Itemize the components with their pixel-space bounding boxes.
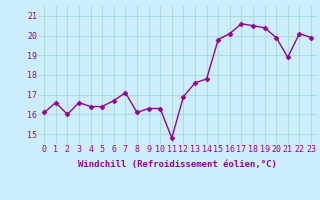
X-axis label: Windchill (Refroidissement éolien,°C): Windchill (Refroidissement éolien,°C)	[78, 160, 277, 169]
